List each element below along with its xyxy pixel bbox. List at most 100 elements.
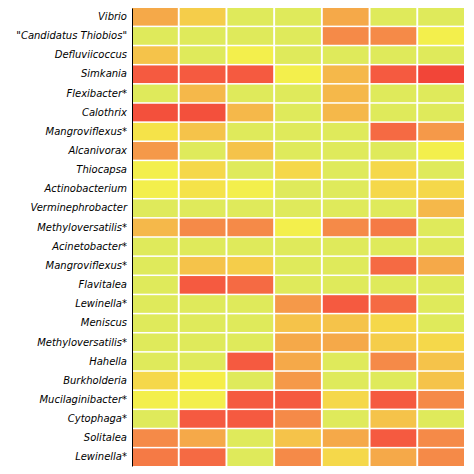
tick-label: Actinobacterium xyxy=(43,183,127,194)
cell xyxy=(180,314,226,332)
cell xyxy=(132,391,178,409)
cell xyxy=(418,257,464,275)
cell xyxy=(275,27,321,45)
cell xyxy=(323,372,369,390)
cell xyxy=(418,276,464,294)
cell xyxy=(323,334,369,352)
tick-label: Mucilaginibacter* xyxy=(39,394,127,405)
cell xyxy=(323,8,369,26)
tick-label: Calothrix xyxy=(82,107,127,118)
chart: Vibrio"Candidatus Thiobios"Defluviicoccu… xyxy=(0,0,474,474)
cells xyxy=(132,8,464,466)
cell xyxy=(180,257,226,275)
tick: Burkholderia xyxy=(63,375,132,386)
cell xyxy=(275,238,321,256)
tick: Lewinella* xyxy=(75,451,132,462)
cell xyxy=(323,199,369,217)
cell xyxy=(371,46,417,64)
cell xyxy=(323,410,369,428)
cell xyxy=(275,391,321,409)
cell xyxy=(180,448,226,466)
tick: Flavitalea xyxy=(79,279,132,290)
cell xyxy=(418,353,464,371)
cell xyxy=(418,123,464,141)
cell xyxy=(227,46,273,64)
cell xyxy=(227,180,273,198)
y-axis: Vibrio"Candidatus Thiobios"Defluviicoccu… xyxy=(16,9,132,467)
tick: Actinobacterium xyxy=(43,183,132,194)
cell xyxy=(180,161,226,179)
cell xyxy=(132,85,178,103)
cell xyxy=(132,276,178,294)
tick-label: Vibrio xyxy=(98,11,127,22)
cell xyxy=(371,8,417,26)
cell xyxy=(180,27,226,45)
cell xyxy=(227,410,273,428)
tick: Cytophaga* xyxy=(68,413,132,424)
tick: Flexibacter* xyxy=(66,88,132,99)
cell xyxy=(227,85,273,103)
tick-label: Methyloversatilis* xyxy=(37,337,127,348)
cell xyxy=(275,85,321,103)
cell xyxy=(227,276,273,294)
cell xyxy=(371,353,417,371)
tick: Calothrix xyxy=(82,107,132,118)
cell xyxy=(180,353,226,371)
cell xyxy=(227,391,273,409)
cell xyxy=(371,142,417,160)
cell xyxy=(371,65,417,83)
cell xyxy=(418,65,464,83)
cell xyxy=(371,257,417,275)
tick: Meniscus xyxy=(81,317,132,328)
cell xyxy=(180,180,226,198)
cell xyxy=(323,314,369,332)
tick-label: Mangroviflexus* xyxy=(46,260,127,271)
cell xyxy=(323,85,369,103)
cell xyxy=(275,123,321,141)
tick: Alcanivorax xyxy=(67,145,132,156)
tick-label: Acinetobacter* xyxy=(51,241,127,252)
cell xyxy=(132,123,178,141)
cell xyxy=(132,27,178,45)
cell xyxy=(180,46,226,64)
tick: Methyloversatilis* xyxy=(37,222,132,233)
cell xyxy=(275,314,321,332)
cell xyxy=(180,104,226,122)
cell xyxy=(323,238,369,256)
cell xyxy=(371,27,417,45)
cell xyxy=(275,276,321,294)
cell xyxy=(418,295,464,313)
cell xyxy=(275,8,321,26)
tick-label: Meniscus xyxy=(81,317,127,328)
cell xyxy=(323,46,369,64)
cell xyxy=(227,8,273,26)
cell xyxy=(132,161,178,179)
cell xyxy=(132,238,178,256)
tick: Hahella xyxy=(89,356,132,367)
cell xyxy=(275,334,321,352)
tick-label: Defluviicoccus xyxy=(55,49,127,60)
cell xyxy=(132,46,178,64)
tick: Solitalea xyxy=(84,432,132,443)
tick-label: Mangroviflexus* xyxy=(46,126,127,137)
cell xyxy=(323,276,369,294)
cell xyxy=(371,372,417,390)
cell xyxy=(275,104,321,122)
cell xyxy=(275,142,321,160)
plot: Vibrio"Candidatus Thiobios"Defluviicoccu… xyxy=(16,8,464,467)
cell xyxy=(180,8,226,26)
cell xyxy=(323,448,369,466)
cell xyxy=(227,123,273,141)
cell xyxy=(371,314,417,332)
cell xyxy=(227,372,273,390)
cell xyxy=(132,104,178,122)
cell xyxy=(227,448,273,466)
tick: Methyloversatilis* xyxy=(37,337,132,348)
tick: Vibrio xyxy=(98,11,132,22)
tick-label: Verminephrobacter xyxy=(30,202,127,213)
cell xyxy=(418,372,464,390)
cell xyxy=(180,238,226,256)
tick-label: Flexibacter* xyxy=(66,88,127,99)
tick-label: Flavitalea xyxy=(79,279,127,290)
tick: Mucilaginibacter* xyxy=(39,394,132,405)
